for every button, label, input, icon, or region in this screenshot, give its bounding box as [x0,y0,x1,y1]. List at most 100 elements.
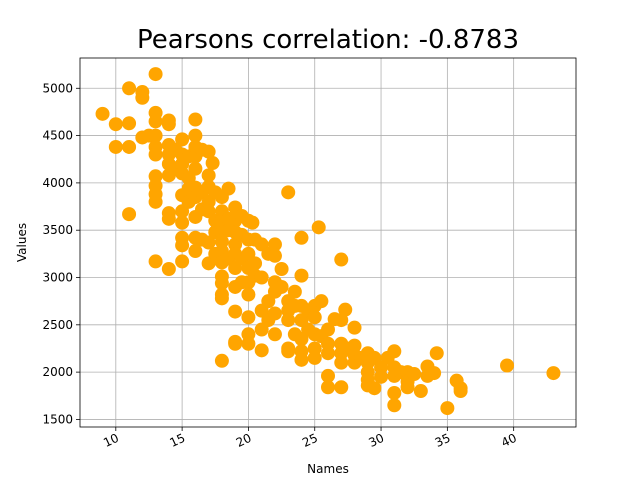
chart-title: Pearsons correlation: -0.8783 [137,25,519,55]
data-point [135,90,150,105]
data-point [338,302,353,317]
data-point [267,248,282,263]
data-point [175,254,190,269]
plot-frame [79,57,577,428]
data-point [367,381,382,396]
data-point [228,336,243,351]
data-point [267,237,282,252]
data-points [95,67,561,416]
data-point [122,207,137,222]
data-point [241,287,256,302]
y-tick-label: 4500 [42,129,73,143]
data-point [307,350,322,365]
data-point [214,353,229,368]
x-axis-label: Names [307,462,349,476]
data-point [321,380,335,395]
data-point [175,238,190,253]
data-point [407,367,422,382]
x-tick-label: 10 [101,431,121,450]
grid [80,58,576,427]
y-tick-label: 1500 [42,412,73,426]
data-point [387,344,402,359]
data-point [281,313,296,328]
data-point [241,336,256,351]
data-point [95,106,110,121]
data-point [205,156,220,171]
data-point [321,346,335,361]
x-tick-label: 35 [433,431,453,450]
data-point [221,181,236,196]
data-point [148,194,163,209]
data-point [148,128,163,143]
data-point [201,235,216,250]
data-point [267,306,282,321]
data-point [413,384,428,399]
data-point [248,256,263,271]
data-point [400,380,415,395]
data-point [500,358,515,373]
y-tick-label: 3000 [42,271,73,285]
data-point [321,368,335,383]
data-point [148,254,163,269]
data-point [201,168,216,183]
data-point [374,369,389,384]
data-point [347,320,362,335]
data-point [387,385,402,400]
data-point [281,344,296,359]
y-tick-label: 3500 [42,223,73,237]
data-point [188,128,203,143]
data-point [311,220,326,235]
y-tick-label: 2000 [42,365,73,379]
data-point [122,81,137,96]
data-point [188,112,203,127]
y-tick-label: 5000 [42,81,73,95]
data-point [214,291,229,306]
data-point [175,132,190,147]
data-point [254,270,269,285]
data-point [546,366,561,381]
data-point [161,211,176,226]
data-point [274,261,289,276]
data-point [287,284,302,299]
data-point [175,215,190,230]
y-axis-label: Values [15,223,29,262]
data-point [274,279,289,294]
data-point [427,366,442,381]
x-tick-label: 25 [300,431,320,450]
data-point [241,310,256,325]
data-point [294,230,309,245]
data-point [148,114,163,129]
x-tick-label: 15 [168,431,188,450]
data-point [201,144,216,159]
x-tick-label: 30 [366,431,386,450]
axis-ticks: 10 15 20 25 30 35 40 1500 2000 2500 3000 3500 4000 45… [42,81,518,450]
y-tick-label: 2500 [42,318,73,332]
data-point [108,117,123,132]
data-point [453,384,468,399]
data-point [334,380,349,395]
data-point [161,261,176,276]
y-tick-label: 4000 [42,176,73,190]
data-point [188,244,203,259]
data-point [294,268,309,283]
data-point [122,139,137,154]
data-point [148,67,163,82]
data-point [294,352,309,367]
data-point [334,252,349,267]
data-point [188,161,203,176]
x-tick-label: 40 [499,431,519,450]
data-point [307,310,322,325]
data-point [334,355,349,370]
data-point [108,139,123,154]
data-point [314,294,329,309]
data-point [148,147,163,162]
data-point [281,185,296,200]
data-point [122,116,137,131]
data-point [161,117,176,132]
data-point [321,322,335,337]
data-point [254,343,269,358]
data-point [387,398,402,413]
data-point [429,346,444,361]
data-point [245,215,260,230]
